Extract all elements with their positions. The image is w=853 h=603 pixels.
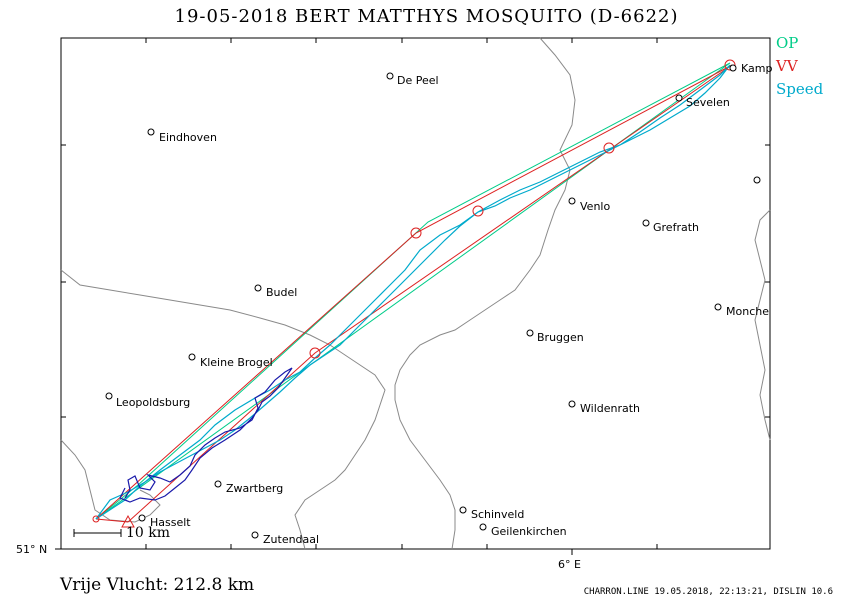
legend-vv-label: VV bbox=[776, 57, 798, 75]
flight-track bbox=[119, 367, 293, 503]
place-label-hasselt: Hasselt bbox=[150, 516, 191, 529]
legend-vv: VV bbox=[776, 57, 798, 75]
legend-speed: Speed bbox=[776, 80, 823, 98]
place-marker bbox=[214, 480, 222, 488]
latitude-label: 51° N bbox=[16, 543, 48, 556]
place-marker bbox=[479, 523, 487, 531]
place-label-monche: Monche bbox=[726, 305, 769, 318]
place-marker bbox=[675, 94, 683, 102]
turnpoint-circle bbox=[603, 142, 615, 154]
place-markers bbox=[105, 64, 761, 539]
legend-speed-label: Speed bbox=[776, 80, 824, 98]
op-route bbox=[95, 62, 731, 520]
place-label-wildenrath: Wildenrath bbox=[580, 402, 640, 415]
place-marker bbox=[753, 176, 761, 184]
place-label-sevelen: Sevelen bbox=[686, 96, 730, 109]
place-marker bbox=[568, 400, 576, 408]
legend-op-label: OP bbox=[776, 34, 799, 52]
place-marker bbox=[526, 329, 534, 337]
turnpoints bbox=[92, 59, 736, 523]
turnpoint-circle bbox=[410, 227, 422, 239]
turnpoint-circle bbox=[92, 515, 100, 523]
place-marker bbox=[714, 303, 722, 311]
turnpoint-circle bbox=[724, 59, 736, 71]
place-label-venlo: Venlo bbox=[580, 200, 610, 213]
place-labels: Kamp Sevelen De Peel Eindhoven Venlo Gre… bbox=[116, 62, 772, 546]
scale-bar bbox=[73, 529, 122, 537]
place-marker bbox=[138, 514, 146, 522]
place-marker bbox=[254, 284, 262, 292]
place-label-budel: Budel bbox=[266, 286, 297, 299]
place-label-kleine-brogel: Kleine Brogel bbox=[200, 356, 273, 369]
turnpoint-circle bbox=[472, 205, 484, 217]
place-marker bbox=[105, 392, 113, 400]
place-marker bbox=[251, 531, 259, 539]
place-label-de-peel: De Peel bbox=[397, 74, 439, 87]
place-marker bbox=[568, 197, 576, 205]
place-label-bruggen: Bruggen bbox=[537, 331, 584, 344]
map-title: 19-05-2018 BERT MATTHYS MOSQUITO (D-6622… bbox=[174, 6, 679, 27]
place-label-geilenkirchen: Geilenkirchen bbox=[491, 525, 567, 538]
frame-ticks bbox=[55, 38, 770, 555]
place-label-leopoldsburg: Leopoldsburg bbox=[116, 396, 190, 409]
longitude-label: 6° E bbox=[558, 558, 581, 571]
flight-distance: Vrije Vlucht: 212.8 km bbox=[60, 575, 255, 595]
country-borders bbox=[60, 37, 771, 550]
place-label-zutendaal: Zutendaal bbox=[263, 533, 319, 546]
footer-info: CHARRON.LINE 19.05.2018, 22:13:21, DISLI… bbox=[583, 587, 833, 597]
place-label-grefrath: Grefrath bbox=[653, 221, 699, 234]
place-marker bbox=[729, 64, 737, 72]
turnpoint-circle bbox=[309, 347, 321, 359]
place-marker bbox=[147, 128, 155, 136]
place-label-kamp: Kamp bbox=[741, 62, 772, 75]
place-marker bbox=[386, 72, 394, 80]
place-marker bbox=[459, 506, 467, 514]
finish-triangle bbox=[121, 514, 135, 528]
place-marker bbox=[188, 353, 196, 361]
place-marker bbox=[642, 219, 650, 227]
legend-op: OP bbox=[776, 34, 798, 52]
scale-bar-label: 10 km bbox=[126, 525, 171, 541]
place-label-zwartberg: Zwartberg bbox=[226, 482, 283, 495]
place-label-schinveld: Schinveld bbox=[471, 508, 524, 521]
map-frame bbox=[60, 37, 771, 550]
vv-route bbox=[95, 64, 733, 523]
place-label-eindhoven: Eindhoven bbox=[159, 131, 217, 144]
